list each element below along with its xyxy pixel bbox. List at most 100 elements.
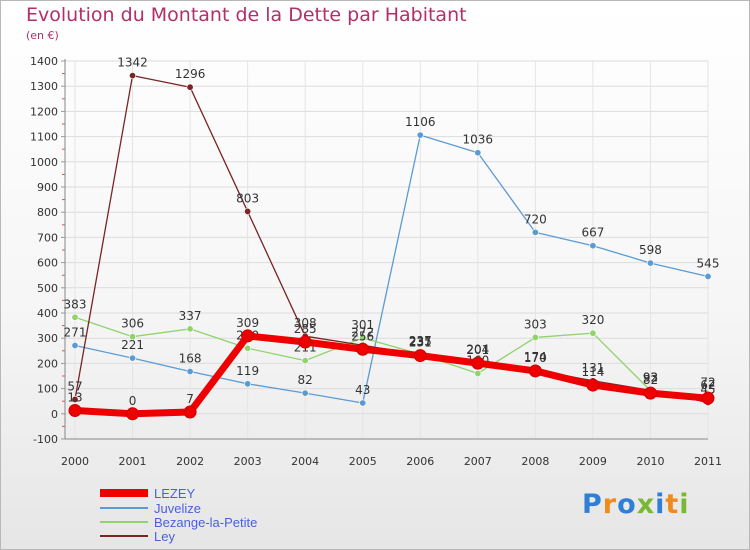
data-point-bezange-la-petite xyxy=(186,325,194,333)
data-label-ley: 131 xyxy=(581,361,604,375)
data-point-ley xyxy=(129,72,137,80)
data-label-ley: 57 xyxy=(67,379,82,393)
data-label-ley: 1342 xyxy=(117,56,148,70)
series-line-lezey xyxy=(71,332,712,418)
data-label-ley: 204 xyxy=(466,342,489,356)
y-tick-label: 1000 xyxy=(30,156,58,169)
data-point-bezange-la-petite xyxy=(589,329,597,337)
y-tick-label: 400 xyxy=(37,307,58,320)
data-point-bezange-la-petite xyxy=(71,313,79,321)
legend-label-juvelize: Juvelize xyxy=(154,500,201,516)
data-label-lezey: 114 xyxy=(581,365,604,379)
data-label-juvelize: 545 xyxy=(697,256,720,270)
data-point-lezey xyxy=(586,378,600,392)
legend-label-ley: Ley xyxy=(154,528,175,544)
data-label-lezey: 62 xyxy=(700,378,715,392)
logo-letter: o xyxy=(617,489,637,520)
data-label-ley: 1296 xyxy=(175,67,206,81)
y-tick-label: 900 xyxy=(37,181,58,194)
y-tick-label: 1200 xyxy=(30,105,58,118)
legend-swatch-juvelize xyxy=(100,507,148,509)
y-tick-label: 0 xyxy=(51,408,58,421)
data-point-ley xyxy=(244,207,252,215)
data-label-juvelize: 82 xyxy=(298,373,313,387)
x-tick-label: 2005 xyxy=(349,455,377,468)
chart-subtitle: (en €) xyxy=(26,29,59,42)
x-tick-label: 2008 xyxy=(521,455,549,468)
data-point-juvelize xyxy=(359,399,367,407)
data-label-juvelize: 271 xyxy=(64,326,87,340)
data-point-lezey xyxy=(528,364,542,378)
data-label-juvelize: 168 xyxy=(179,351,202,365)
data-label-lezey: 231 xyxy=(409,336,432,350)
data-label-ley: 93 xyxy=(643,370,658,384)
data-point-juvelize xyxy=(531,228,539,236)
legend-label-bezange-la-petite: Bezange-la-Petite xyxy=(154,514,258,530)
data-point-lezey xyxy=(643,386,657,400)
y-tick-label: -100 xyxy=(33,433,58,446)
data-label-juvelize: 667 xyxy=(581,226,604,240)
data-label-bezange-la-petite: 320 xyxy=(581,313,604,327)
data-point-juvelize xyxy=(646,259,654,267)
data-point-lezey xyxy=(126,407,140,421)
logo-letter: t xyxy=(665,489,680,520)
series-line-juvelize xyxy=(74,134,709,404)
legend-swatch-lezey xyxy=(100,489,148,497)
legend-swatch-ley xyxy=(100,535,148,537)
data-label-lezey: 201 xyxy=(466,343,489,357)
logo-letter: x xyxy=(636,489,656,520)
x-tick-label: 2001 xyxy=(119,455,147,468)
x-tick-label: 2007 xyxy=(464,455,492,468)
data-label-lezey: 13 xyxy=(67,391,82,405)
y-tick-label: 600 xyxy=(37,257,58,270)
x-tick-label: 2003 xyxy=(234,455,262,468)
y-tick-label: 1400 xyxy=(30,55,58,68)
y-tick-label: 100 xyxy=(37,383,58,396)
data-point-lezey xyxy=(68,404,82,418)
data-label-lezey: 82 xyxy=(643,373,658,387)
data-point-ley xyxy=(71,395,79,403)
data-label-lezey: 7 xyxy=(186,392,194,406)
data-label-ley: 272 xyxy=(351,325,374,339)
data-point-juvelize xyxy=(474,149,482,157)
legend-label-lezey: LEZEY xyxy=(154,485,196,501)
data-point-lezey xyxy=(241,329,255,343)
data-point-ley xyxy=(186,83,194,91)
data-label-juvelize: 43 xyxy=(355,383,370,397)
legend-item-juvelize: Juvelize xyxy=(100,500,201,516)
data-label-lezey: 170 xyxy=(524,351,547,365)
legend-swatch-bezange-la-petite xyxy=(100,521,148,523)
data-label-bezange-la-petite: 306 xyxy=(121,317,144,331)
data-label-bezange-la-petite: 237 xyxy=(409,334,432,348)
data-point-bezange-la-petite xyxy=(474,369,482,377)
logo-letter: P xyxy=(582,489,603,520)
data-label-bezange-la-petite: 92 xyxy=(643,371,658,385)
data-label-ley: 235 xyxy=(409,335,432,349)
data-point-bezange-la-petite xyxy=(301,357,309,365)
y-tick-label: 1300 xyxy=(30,80,58,93)
data-label-juvelize: 1106 xyxy=(405,115,436,129)
x-tick-label: 2006 xyxy=(406,455,434,468)
data-point-lezey xyxy=(413,349,427,363)
x-tick-label: 2009 xyxy=(579,455,607,468)
data-label-lezey: 285 xyxy=(294,322,317,336)
y-tick-label: 1100 xyxy=(30,131,58,144)
logo-letter: i xyxy=(679,489,690,520)
data-point-bezange-la-petite xyxy=(244,344,252,352)
x-tick-label: 2000 xyxy=(61,455,89,468)
data-label-bezange-la-petite: 301 xyxy=(351,318,374,332)
data-point-juvelize xyxy=(186,367,194,375)
data-point-juvelize xyxy=(416,131,424,139)
chart-title: Evolution du Montant de la Dette par Hab… xyxy=(26,4,467,26)
data-label-bezange-la-petite: 383 xyxy=(64,297,87,311)
data-point-bezange-la-petite xyxy=(129,333,137,341)
x-tick-label: 2002 xyxy=(176,455,204,468)
data-point-lezey xyxy=(183,405,197,419)
data-label-lezey: 0 xyxy=(129,394,137,408)
data-label-juvelize: 720 xyxy=(524,212,547,226)
data-label-ley: 174 xyxy=(524,350,547,364)
legend-item-bezange-la-petite: Bezange-la-Petite xyxy=(100,514,258,530)
data-label-lezey: 256 xyxy=(351,329,374,343)
legend-item-ley: Ley xyxy=(100,528,175,544)
